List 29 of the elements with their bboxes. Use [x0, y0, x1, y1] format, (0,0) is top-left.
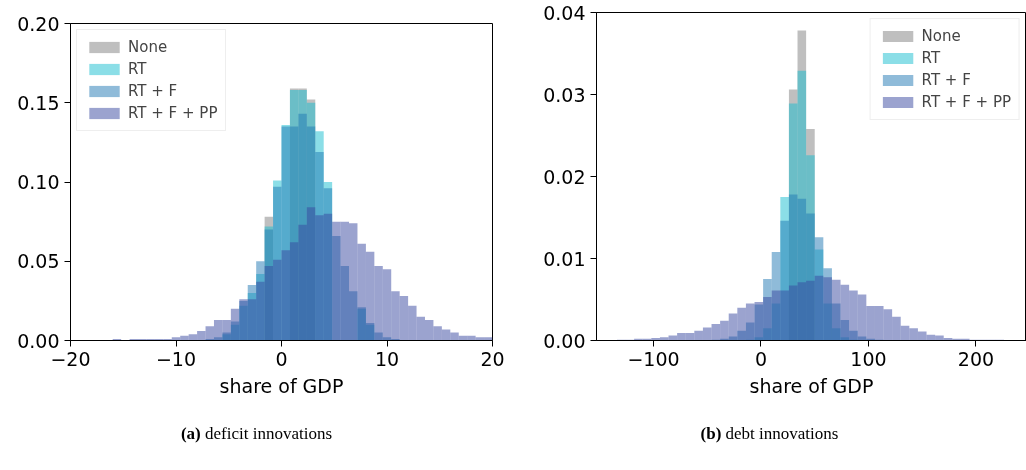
y-tick-label: 0.20: [17, 12, 60, 35]
y-tick-label: 0.03: [543, 83, 586, 106]
x-axis-title: share of GDP: [749, 374, 874, 397]
legend-label: RT: [128, 60, 148, 78]
legend-label: RT + F: [921, 71, 971, 89]
x-tick-label: −10: [155, 347, 197, 370]
y-tick-label: 0.10: [17, 171, 60, 193]
x-tick-label: 200: [957, 347, 995, 370]
x-tick-label: 20: [480, 347, 505, 370]
legend-label: None: [128, 38, 168, 56]
y-tick-label: 0.00: [543, 329, 586, 352]
x-tick-label: 0: [754, 347, 768, 370]
text: (a) deficit innovations: [180, 423, 333, 445]
x-tick-label: 0: [275, 347, 288, 370]
y-tick-label: 0.04: [543, 1, 586, 24]
legend-label: RT + F + PP: [921, 93, 1011, 111]
legend-label: RT + F: [128, 82, 178, 100]
x-tick-label: 10: [374, 347, 400, 370]
y-tick-label: 0.02: [543, 165, 586, 188]
legend-label: RT: [921, 49, 942, 67]
y-tick-label: 0.05: [17, 250, 60, 273]
x-axis-title: share of GDP: [219, 374, 344, 397]
y-tick-label: 0.01: [543, 247, 586, 270]
text: (b) debt innovations: [700, 423, 839, 445]
legend-label: None: [921, 27, 961, 45]
y-tick-label: 0.15: [17, 91, 60, 114]
x-tick-label: 100: [850, 347, 887, 370]
legend-label: RT + F + PP: [128, 104, 218, 122]
x-tick-label: −100: [627, 347, 680, 370]
